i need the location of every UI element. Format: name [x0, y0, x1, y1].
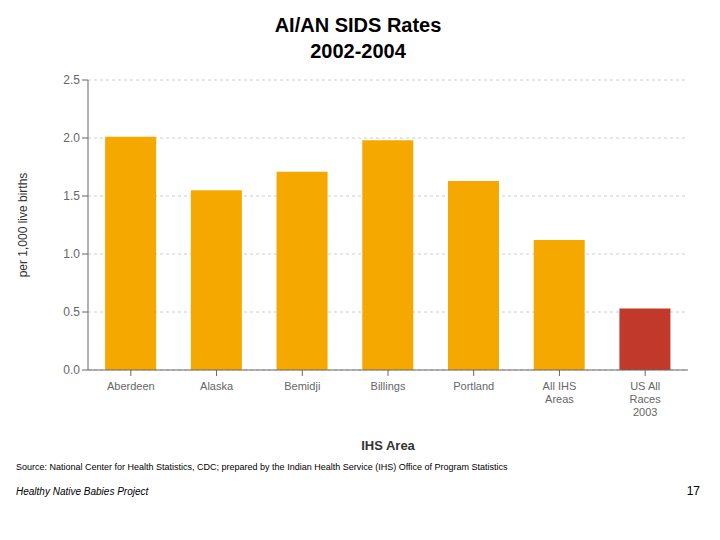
svg-text:Alaska: Alaska	[200, 380, 234, 392]
svg-text:2.5: 2.5	[63, 73, 80, 87]
svg-text:US AllRaces2003: US AllRaces2003	[630, 380, 662, 418]
svg-text:IHS Area: IHS Area	[361, 438, 415, 453]
svg-text:Billings: Billings	[371, 380, 406, 392]
svg-text:1.5: 1.5	[63, 189, 80, 203]
html-text:Healthy Native Babies Project: Healthy Native Babies Project	[16, 486, 149, 497]
html-text:2002-2004: 2002-2004	[310, 40, 406, 62]
svg-text:Aberdeen: Aberdeen	[107, 380, 155, 392]
svg-text:Bemidji: Bemidji	[284, 380, 320, 392]
html-text:Source: National Center for He: Source: National Center for Health Stati…	[16, 462, 508, 472]
svg-text:0.0: 0.0	[63, 363, 80, 377]
svg-text:2.0: 2.0	[63, 131, 80, 145]
svg-text:1.0: 1.0	[63, 247, 80, 261]
svg-text:per 1,000 live births: per 1,000 live births	[16, 173, 30, 278]
svg-text:0.5: 0.5	[63, 305, 80, 319]
html-text:17: 17	[686, 484, 700, 498]
svg-text:All IHSAreas: All IHSAreas	[543, 380, 577, 405]
svg-text:Portland: Portland	[453, 380, 494, 392]
html-text:AI/AN SIDS Rates: AI/AN SIDS Rates	[274, 14, 442, 36]
